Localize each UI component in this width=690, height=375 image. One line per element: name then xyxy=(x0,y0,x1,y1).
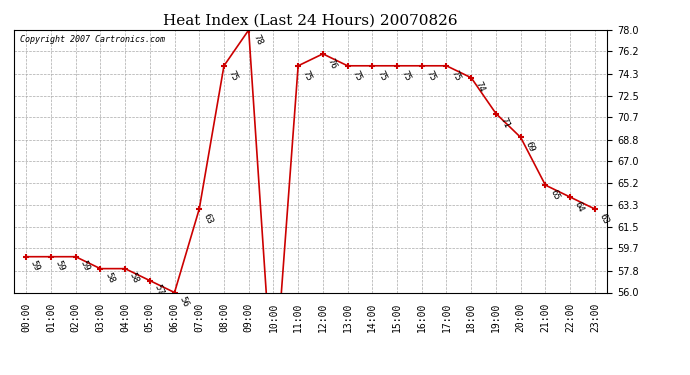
Text: 69: 69 xyxy=(524,140,536,154)
Text: 75: 75 xyxy=(301,69,314,82)
Text: 75: 75 xyxy=(375,69,388,82)
Text: 78: 78 xyxy=(251,33,264,46)
Text: 57: 57 xyxy=(152,284,166,297)
Text: 56: 56 xyxy=(177,295,190,309)
Title: Heat Index (Last 24 Hours) 20070826: Heat Index (Last 24 Hours) 20070826 xyxy=(164,13,457,27)
Text: 58: 58 xyxy=(103,272,116,285)
Text: 59: 59 xyxy=(29,260,41,273)
Text: 75: 75 xyxy=(449,69,462,82)
Text: 59: 59 xyxy=(79,260,91,273)
Text: 75: 75 xyxy=(400,69,413,82)
Text: 59: 59 xyxy=(54,260,66,273)
Text: 58: 58 xyxy=(128,272,141,285)
Text: 74: 74 xyxy=(474,81,486,94)
Text: 75: 75 xyxy=(351,69,363,82)
Text: 71: 71 xyxy=(499,116,511,130)
Text: Copyright 2007 Cartronics.com: Copyright 2007 Cartronics.com xyxy=(20,35,165,44)
Text: 75: 75 xyxy=(227,69,239,82)
Text: 65: 65 xyxy=(548,188,561,201)
Text: 64: 64 xyxy=(573,200,586,213)
Text: 47: 47 xyxy=(0,374,1,375)
Text: 63: 63 xyxy=(598,212,611,225)
Text: 76: 76 xyxy=(326,57,338,70)
Text: 75: 75 xyxy=(424,69,437,82)
Text: 63: 63 xyxy=(202,212,215,225)
